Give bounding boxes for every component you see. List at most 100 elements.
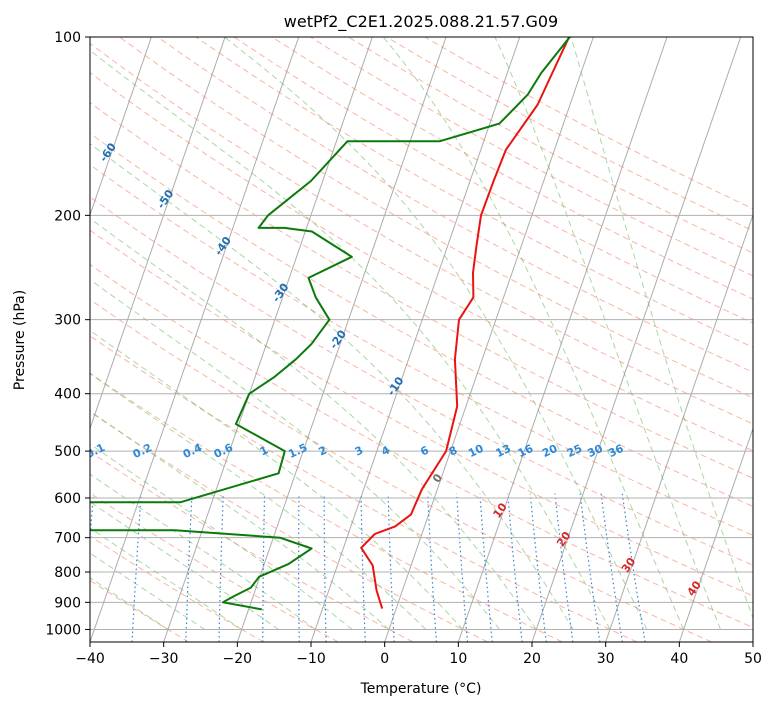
mixing-ratio-line	[529, 493, 547, 642]
mixing-ratio-line	[479, 493, 493, 642]
mixing-ratio-label: 13	[494, 442, 513, 460]
isotherm-line	[90, 37, 152, 217]
line-labels-group: 0.10.20.40.611.52346810131620253036-100-…	[0, 47, 704, 598]
isotherm-label: 10	[490, 500, 510, 520]
moist-adiabat-line	[90, 473, 316, 630]
mixing-ratio-label: 36	[606, 442, 626, 460]
x-tick-label: 0	[380, 651, 389, 667]
mixing-ratio-line	[262, 493, 266, 642]
isotherm-line	[605, 213, 753, 642]
y-tick-label: 1000	[45, 622, 81, 638]
plot-frame	[89, 36, 754, 643]
dry-adiabat-line	[90, 451, 414, 642]
dry-adiabat-line	[90, 492, 339, 642]
isotherm-label: -20	[327, 327, 349, 351]
mixing-ratio-line	[600, 493, 623, 642]
y-tick-label: 600	[54, 491, 81, 507]
mixing-ratio-label: 0.2	[131, 441, 154, 461]
dry-adiabat-line	[90, 164, 753, 537]
dry-adiabat-line	[90, 72, 753, 452]
mixing-ratio-label: 20	[540, 442, 560, 460]
mixing-ratio-line	[360, 493, 366, 642]
x-tick-label: −10	[296, 651, 326, 667]
mixing-ratio-label: 10	[466, 442, 486, 460]
isotherm-label: -60	[97, 140, 119, 164]
isotherm-line	[0, 37, 4, 642]
chart-title: wetPf2_C2E1.2025.088.21.57.G09	[284, 12, 558, 32]
y-tick-label: 800	[54, 565, 81, 581]
isotherm-line	[457, 37, 668, 642]
moist-adiabat-line	[90, 501, 279, 630]
mixing-ratio-line	[427, 493, 437, 642]
isotherm-line	[678, 426, 753, 642]
dry-adiabat-line	[271, 37, 753, 300]
x-tick-label: 30	[597, 651, 615, 667]
y-tick-label: 200	[54, 208, 81, 224]
moist-adiabat-line	[90, 552, 206, 630]
moist-adiabat-line	[90, 372, 427, 630]
mixing-ratio-line	[387, 493, 395, 642]
x-tick-label: 40	[670, 651, 688, 667]
mixing-ratio-line	[218, 493, 224, 642]
isotherm-line	[531, 37, 742, 642]
mixing-ratio-line	[621, 493, 646, 642]
mixing-ratio-line	[90, 493, 95, 544]
isotherm-line	[752, 640, 753, 642]
moist-adiabat-line	[90, 217, 537, 630]
y-tick-label: 700	[54, 531, 81, 547]
isotherm-label: -40	[212, 234, 234, 258]
isotherm-line	[384, 37, 594, 642]
dry-adiabat-line	[157, 37, 753, 373]
isotherm-line	[236, 37, 447, 642]
isotherm-label: -70	[39, 94, 61, 118]
dry-adiabat-line	[90, 335, 638, 642]
dry-adiabat-line	[90, 579, 190, 642]
mixing-ratio-line	[131, 493, 142, 642]
moist-adiabat-line	[90, 143, 574, 630]
moist-adiabat-line	[90, 410, 390, 630]
isotherm-label: -80	[0, 47, 4, 71]
dry-adiabat-line	[90, 196, 753, 566]
dry-adiabat-line	[119, 37, 753, 399]
mixing-ratio-line	[185, 493, 193, 642]
dry-adiabat-line	[90, 132, 753, 507]
dewpoint-profile-line	[90, 37, 571, 611]
moist-adiabat-line	[90, 577, 169, 630]
dry-adiabat-line	[90, 102, 753, 479]
moist-adiabat-line	[382, 37, 685, 630]
dry-adiabat-line	[386, 37, 753, 232]
dry-adiabat-line	[90, 535, 264, 642]
profiles-group	[90, 37, 571, 611]
mixing-ratio-label: 16	[516, 442, 536, 460]
isotherm-line	[90, 37, 226, 431]
x-axis: −40 −30 −20 −10 0 10 20 30 40 50	[75, 642, 762, 667]
y-tick-label: 500	[54, 444, 81, 460]
isotherm-line	[90, 37, 300, 642]
dry-adiabat-line	[310, 37, 753, 277]
moist-adiabat-line	[90, 279, 500, 630]
mixing-ratio-line	[323, 493, 327, 642]
moist-adiabat-line	[494, 37, 721, 630]
dry-adiabat-line	[90, 263, 753, 629]
isotherm-label: -50	[154, 187, 176, 211]
isotherm-label: 20	[554, 529, 574, 549]
moist-adiabat-line	[223, 37, 648, 630]
mixing-ratio-line	[579, 493, 601, 642]
y-axis: 100 200 300 400 500 600 700 800 900 1000	[45, 30, 90, 638]
mixing-ratio-line	[298, 493, 300, 642]
y-tick-label: 300	[54, 313, 81, 329]
x-tick-label: 20	[523, 651, 541, 667]
mixing-ratio-label: 30	[585, 442, 605, 460]
x-tick-label: −20	[223, 651, 253, 667]
isotherm-label: -30	[270, 281, 292, 305]
dry-adiabat-line	[233, 37, 753, 324]
x-tick-label: 10	[449, 651, 467, 667]
x-axis-label: Temperature (°C)	[360, 681, 482, 697]
mixing-ratio-label: 0.4	[181, 441, 204, 461]
moist-adiabat-line	[570, 37, 753, 620]
moist-adiabat-line	[90, 49, 611, 630]
y-tick-label: 100	[54, 30, 81, 46]
mixing-ratio-label: 25	[565, 442, 584, 460]
